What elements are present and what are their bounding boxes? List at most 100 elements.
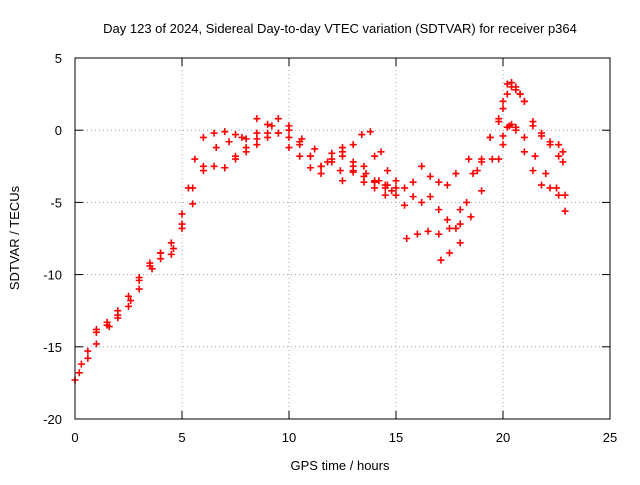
data-point: [383, 167, 391, 175]
data-point: [191, 155, 199, 163]
data-point: [435, 206, 443, 214]
data-point: [225, 138, 233, 146]
y-tick-label: -10: [43, 268, 62, 283]
data-point: [328, 155, 336, 163]
data-point: [274, 129, 282, 137]
data-point: [114, 307, 122, 315]
data-point: [503, 80, 511, 88]
data-point: [503, 123, 511, 131]
data-point: [546, 184, 554, 192]
data-point: [469, 170, 477, 178]
data-point: [324, 158, 332, 166]
data-point: [495, 155, 503, 163]
data-point: [274, 115, 282, 123]
data-point: [210, 162, 218, 170]
data-point: [221, 164, 229, 172]
data-point: [508, 79, 516, 87]
data-point: [360, 172, 368, 180]
data-point: [253, 115, 261, 123]
data-point: [559, 158, 567, 166]
data-point: [146, 262, 154, 270]
data-point: [178, 220, 186, 228]
data-point: [452, 224, 460, 232]
series-track-g: [403, 79, 567, 242]
series-track-d: [221, 129, 400, 192]
data-point: [520, 148, 528, 156]
data-point: [75, 369, 83, 377]
data-point: [443, 216, 451, 224]
chart-title: Day 123 of 2024, Sidereal Day-to-day VTE…: [103, 21, 577, 36]
x-tick-label: 15: [389, 430, 403, 445]
data-point: [135, 285, 143, 293]
series-track-b: [75, 122, 396, 377]
data-point: [456, 206, 464, 214]
data-point: [446, 249, 453, 257]
data-point: [435, 178, 443, 186]
data-point: [401, 201, 409, 209]
x-tick-label: 5: [178, 430, 185, 445]
data-point: [473, 167, 481, 175]
data-point: [383, 181, 391, 189]
x-axis-label: GPS time / hours: [291, 458, 390, 473]
data-point: [189, 184, 197, 192]
data-point: [336, 167, 344, 175]
data-point: [446, 224, 453, 232]
data-point: [339, 148, 346, 156]
data-point: [467, 213, 475, 221]
data-point: [561, 207, 569, 215]
data-point: [403, 235, 411, 242]
grid-layer: [75, 58, 610, 419]
data-point: [268, 122, 276, 130]
data-point: [242, 135, 250, 143]
data-point: [418, 198, 426, 206]
data-point: [371, 178, 379, 186]
data-point: [242, 148, 250, 156]
data-point: [409, 178, 417, 186]
data-point: [189, 200, 197, 208]
data-point: [538, 132, 546, 140]
data-point: [212, 144, 220, 152]
data-point: [495, 118, 503, 126]
y-tick-label: -5: [50, 195, 62, 210]
data-point: [452, 170, 460, 178]
y-tick-label: -15: [43, 340, 62, 355]
series-track-e: [339, 128, 460, 232]
data-point: [92, 325, 100, 333]
data-point: [499, 141, 507, 149]
data-point: [531, 152, 539, 160]
data-point: [388, 187, 396, 195]
data-point: [103, 321, 111, 329]
data-point: [306, 152, 314, 160]
x-tick-label: 25: [603, 430, 617, 445]
data-point: [221, 128, 229, 136]
data-point: [559, 148, 567, 156]
data-point: [317, 162, 325, 170]
y-tick-label: -20: [43, 412, 62, 427]
data-point: [167, 239, 175, 247]
data-point: [210, 129, 218, 137]
data-point: [424, 227, 432, 235]
data-point: [125, 302, 132, 310]
data-point: [77, 360, 85, 368]
data-point: [478, 155, 486, 163]
data-point: [285, 144, 293, 152]
data-point: [499, 105, 507, 113]
data-point: [317, 170, 325, 178]
data-point: [520, 97, 528, 105]
data-point: [253, 141, 261, 149]
data-point: [125, 292, 132, 300]
data-point: [426, 172, 434, 180]
data-point: [463, 198, 471, 206]
plot-frame: [74, 57, 611, 420]
data-point: [520, 133, 528, 141]
data-point: [296, 152, 304, 160]
data-point: [167, 250, 175, 258]
data-point: [84, 347, 92, 355]
y-axis-label: SDTVAR / TECUs: [7, 185, 22, 290]
data-point: [499, 132, 507, 140]
data-point: [232, 131, 239, 139]
data-layer: [71, 79, 569, 384]
data-point: [516, 90, 524, 98]
